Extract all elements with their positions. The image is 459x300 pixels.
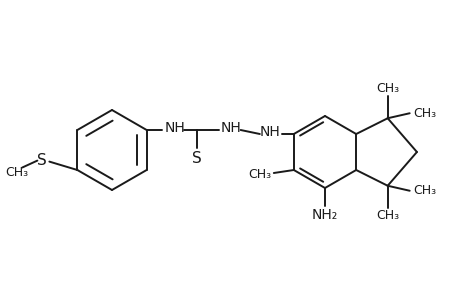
Text: CH₃: CH₃ <box>375 82 398 95</box>
Text: CH₃: CH₃ <box>6 166 29 179</box>
Text: S: S <box>191 151 201 166</box>
Text: CH₃: CH₃ <box>412 107 435 120</box>
Text: NH: NH <box>259 125 280 139</box>
Text: NH: NH <box>220 121 241 135</box>
Text: S: S <box>37 153 47 168</box>
Text: NH₂: NH₂ <box>311 208 337 222</box>
Text: CH₃: CH₃ <box>375 209 398 222</box>
Text: NH: NH <box>164 121 185 135</box>
Text: CH₃: CH₃ <box>412 184 435 197</box>
Text: CH₃: CH₃ <box>248 169 271 182</box>
